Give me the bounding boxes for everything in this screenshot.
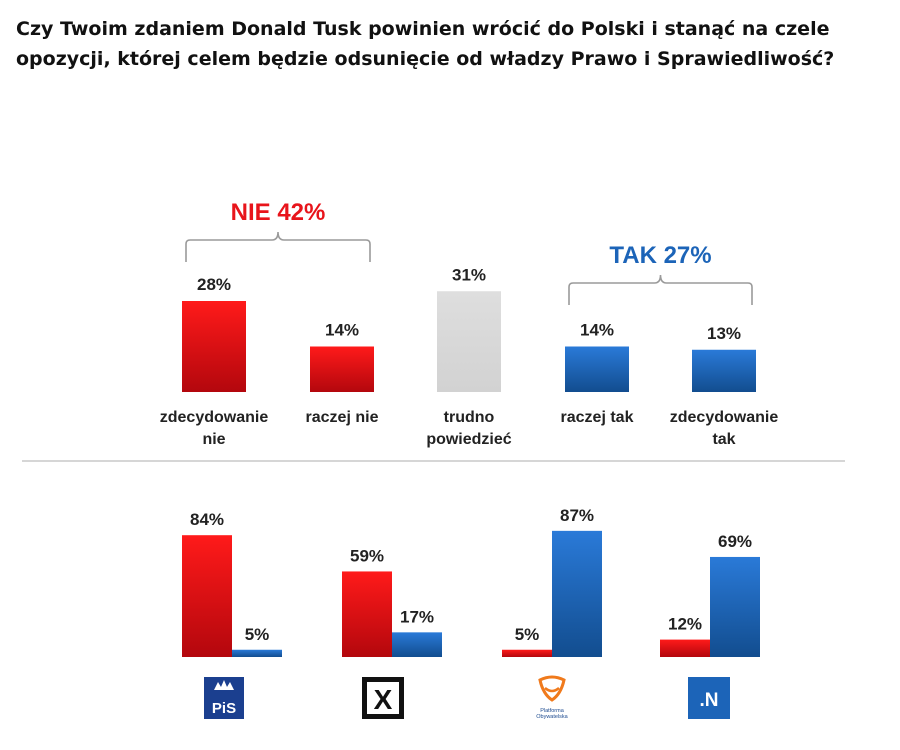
top-category-label: zdecydowanie (670, 409, 779, 426)
pis-logo-text: PiS (212, 700, 236, 717)
top-bar-value-label: 28% (197, 275, 231, 294)
party-bar (660, 639, 710, 657)
top-bar (310, 346, 374, 392)
smile-icon (544, 687, 560, 693)
party-bar-value-label: 84% (190, 510, 224, 529)
party-bar-value-label: 59% (350, 546, 384, 565)
top-bar (182, 301, 246, 392)
top-bar (437, 291, 501, 392)
top-bar-value-label: 14% (580, 321, 614, 340)
kukiz-logo-text: X (374, 684, 393, 715)
chart-title: Czy Twoim zdaniem Donald Tusk powinien w… (16, 14, 900, 74)
title-line-1: Czy Twoim zdaniem Donald Tusk powinien w… (16, 18, 830, 40)
party-bar-value-label: 87% (560, 506, 594, 525)
party-bar (552, 530, 602, 657)
group-total-label: TAK 27% (609, 242, 711, 269)
party-bar-value-label: 17% (400, 607, 434, 626)
nowoczesna-logo-text: .N (700, 690, 719, 711)
party-bar (182, 535, 232, 657)
eagle-icon (214, 680, 234, 690)
group-bracket (185, 231, 371, 262)
party-bar (502, 649, 552, 657)
top-bar (692, 349, 756, 392)
top-bar-value-label: 31% (452, 265, 486, 284)
po-logo-text: Platforma Obywatelska (536, 708, 568, 720)
party-bar (232, 649, 282, 657)
top-category-label: tak (712, 431, 735, 448)
party-bar (392, 632, 442, 657)
title-line-2: opozycji, której celem będzie odsunięcie… (16, 48, 835, 70)
party-bar (342, 571, 392, 657)
top-category-label: nie (202, 431, 225, 448)
group-bracket (568, 274, 753, 305)
top-chart: 28% zdecydowanie nie 14% raczej nie 31% trudno… (160, 199, 779, 448)
top-category-label: raczej nie (306, 409, 379, 426)
party-bar (710, 556, 760, 657)
bottom-chart: 84% 59% 5% 12% 5% 17% 87% 69% PiS X Platforma Obywa… (182, 506, 760, 720)
party-bar-value-label: 5% (515, 625, 540, 644)
top-category-label: powiedzieć (426, 431, 511, 448)
top-category-label: raczej tak (561, 409, 634, 426)
party-bar-value-label: 69% (718, 532, 752, 551)
party-bar-value-label: 5% (245, 625, 270, 644)
top-category-label: trudno (444, 409, 495, 426)
group-total-label: NIE 42% (231, 199, 326, 226)
top-bar (565, 346, 629, 392)
party-bar-value-label: 12% (668, 615, 702, 634)
top-bar-value-label: 13% (707, 324, 741, 343)
po-logo (538, 675, 566, 702)
top-bar-value-label: 14% (325, 321, 359, 340)
nowoczesna-logo (688, 677, 730, 719)
top-category-label: zdecydowanie (160, 409, 269, 426)
